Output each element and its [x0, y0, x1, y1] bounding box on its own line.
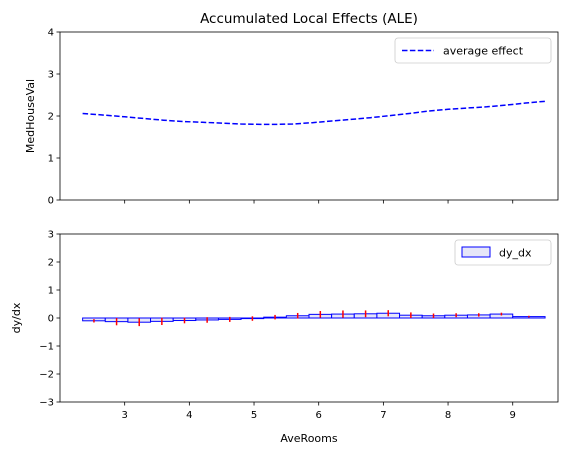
bottom-y-tick-label: −3 [39, 398, 54, 409]
bottom-y-tick-label: 1 [48, 286, 54, 297]
top-y-tick-label: 3 [48, 70, 54, 81]
top-y-axis-label: MedHouseVal [24, 79, 37, 153]
top-y-tick-label: 1 [48, 154, 54, 165]
top-x-ticks [124, 200, 514, 204]
x-axis-label: AveRooms [280, 432, 337, 445]
top-y-tick-label: 0 [48, 196, 54, 207]
bottom-y-tick-label: −1 [39, 342, 54, 353]
top-y-ticks: 0 1 2 3 4 [48, 28, 60, 207]
bottom-x-tick-label: 9 [510, 410, 516, 421]
top-y-tick-label: 4 [48, 28, 54, 39]
dydx-panel: −3 −2 −1 0 1 2 3 3 4 5 6 7 8 9 dy/dx AveRooms dy_dx [10, 230, 559, 445]
bottom-y-tick-label: −2 [39, 370, 54, 381]
bottom-x-ticks: 3 4 5 6 7 8 9 [121, 402, 516, 421]
bottom-y-tick-label: 2 [48, 258, 54, 269]
legend-label-dy-dx: dy_dx [499, 247, 532, 260]
bottom-y-axis-label: dy/dx [10, 302, 23, 333]
ale-marks [82, 100, 546, 126]
top-y-tick-label: 2 [48, 112, 54, 123]
bottom-x-tick-label: 6 [316, 410, 322, 421]
bottom-x-tick-label: 3 [121, 410, 127, 421]
bottom-y-tick-label: 3 [48, 230, 54, 241]
bottom-x-tick-label: 5 [251, 410, 257, 421]
bottom-legend-box [454, 239, 552, 266]
top-legend: average effect [394, 37, 552, 64]
legend-label-average-effect: average effect [443, 45, 524, 58]
dydx-marks [82, 310, 546, 327]
bottom-y-tick-label: 0 [48, 314, 54, 325]
ale-panel: Accumulated Local Effects (ALE) 0 1 2 3 4 Me… [24, 11, 559, 207]
bottom-x-tick-label: 7 [380, 410, 386, 421]
bottom-legend: dy_dx [454, 239, 552, 266]
bottom-y-ticks: −3 −2 −1 0 1 2 3 [39, 230, 60, 409]
average-effect-line [82, 100, 546, 126]
bottom-x-tick-label: 4 [186, 410, 192, 421]
chart-title: Accumulated Local Effects (ALE) [200, 11, 418, 27]
top-legend-box [394, 37, 552, 64]
legend-swatch-dy-dx [461, 246, 491, 258]
bottom-x-tick-label: 8 [445, 410, 451, 421]
